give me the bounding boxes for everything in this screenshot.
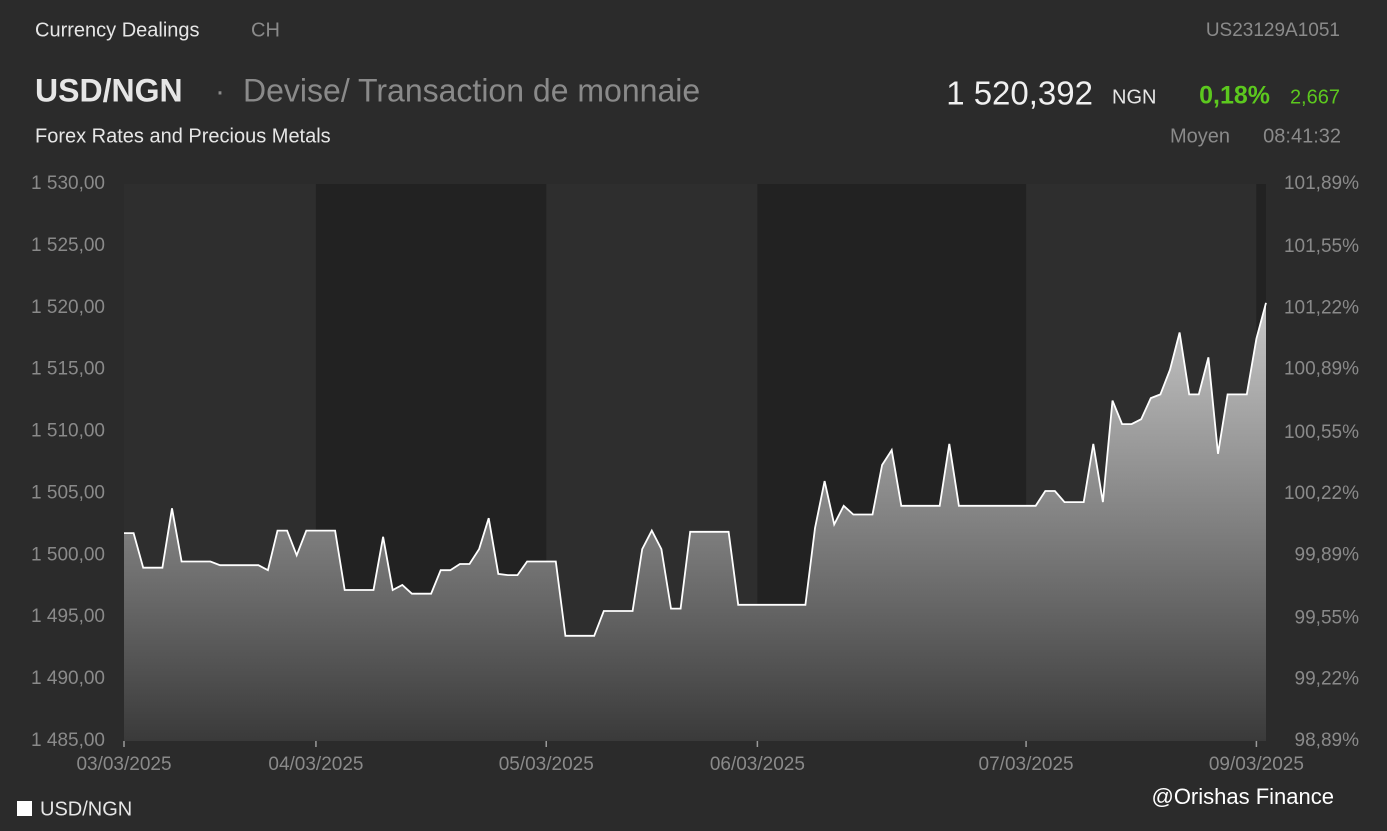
y-tick-label: 1 515,00 <box>31 359 105 380</box>
y2-tick-label: 99,22% <box>1295 669 1360 690</box>
currency: NGN <box>1112 86 1156 108</box>
watermark: @Orishas Finance <box>1151 784 1334 809</box>
y2-tick-label: 101,55% <box>1284 236 1359 257</box>
x-tick-label: 06/03/2025 <box>710 754 805 775</box>
x-tick-label: 03/03/2025 <box>76 754 171 775</box>
source: Currency Dealings <box>35 19 200 41</box>
y2-tick-label: 100,22% <box>1284 483 1359 504</box>
separator: · <box>215 75 225 108</box>
y2-tick-label: 101,22% <box>1284 297 1359 318</box>
y-tick-label: 1 520,00 <box>31 297 105 318</box>
change-pct: 0,18% <box>1199 82 1270 110</box>
legend-label: USD/NGN <box>40 798 132 820</box>
y-tick-label: 1 525,00 <box>31 235 105 256</box>
y-tick-label: 1 530,00 <box>31 173 105 194</box>
y-tick-label: 1 510,00 <box>31 421 105 442</box>
x-tick-label: 05/03/2025 <box>499 754 594 775</box>
y2-tick-label: 99,89% <box>1295 544 1360 565</box>
x-tick-label: 09/03/2025 <box>1209 754 1304 775</box>
y-tick-label: 1 500,00 <box>31 544 105 565</box>
y-tick-label: 1 485,00 <box>31 730 105 751</box>
y2-tick-label: 99,55% <box>1295 607 1360 628</box>
time: 08:41:32 <box>1263 125 1341 147</box>
y2-tick-label: 98,89% <box>1295 730 1360 751</box>
y2-tick-label: 100,89% <box>1284 359 1359 380</box>
isin: US23129A1051 <box>1206 20 1340 41</box>
market: CH <box>251 19 280 41</box>
price: 1 520,392 <box>946 75 1093 112</box>
y-tick-label: 1 490,00 <box>31 668 105 689</box>
symbol: USD/NGN <box>35 72 183 108</box>
legend-swatch <box>17 801 32 816</box>
y2-tick-label: 100,55% <box>1284 422 1359 443</box>
category: Forex Rates and Precious Metals <box>35 125 331 147</box>
y2-tick-label: 101,89% <box>1284 173 1359 194</box>
y-tick-label: 1 495,00 <box>31 606 105 627</box>
description: Devise/ Transaction de monnaie <box>243 72 700 108</box>
x-tick-label: 07/03/2025 <box>979 754 1074 775</box>
x-tick-label: 04/03/2025 <box>268 754 363 775</box>
y-tick-label: 1 505,00 <box>31 482 105 503</box>
price-line <box>124 302 1267 637</box>
area-fill <box>124 302 1266 741</box>
change: 2,667 <box>1290 86 1340 108</box>
price-type: Moyen <box>1170 125 1230 147</box>
